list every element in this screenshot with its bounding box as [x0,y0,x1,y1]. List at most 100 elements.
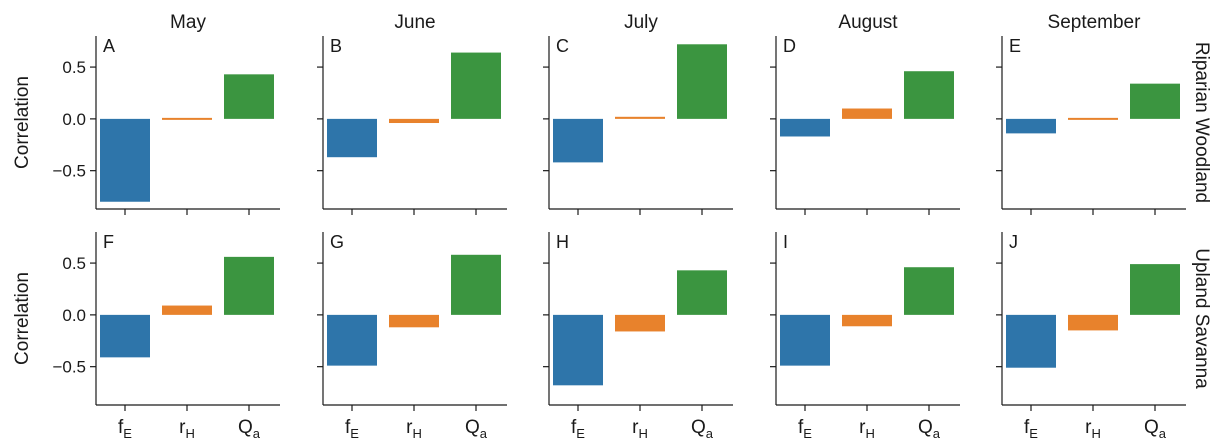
x-tick-label-subscript: a [253,426,261,441]
bar-fE [780,118,830,137]
panel-j: fE rH Qa J [996,232,1186,441]
panel-label: C [556,36,569,56]
x-tick-label-subscript: E [803,426,812,441]
x-tick-label-base: r [179,417,186,438]
x-tick-label-base: f [118,417,124,438]
x-tick-label-subscript: a [480,426,488,441]
x-tick-label: Qa [465,417,488,441]
row-title: Upland Savanna [1191,248,1212,389]
column-title: July [624,12,658,33]
x-tick-label-base: Q [238,417,253,438]
bar-Qa [904,71,954,119]
panel-label: G [330,232,344,252]
x-tick-label: Qa [918,417,941,441]
x-tick-label-base: r [632,417,639,438]
bar-fE [1006,118,1056,134]
panel-label: E [1009,36,1021,56]
bar-Qa [1130,264,1180,315]
bar-Qa [224,256,274,315]
bar-rH [389,314,439,328]
bar-fE [327,314,377,366]
bar-Qa [1130,83,1180,119]
bar-fE [553,118,603,163]
panel-label: J [1009,232,1018,252]
column-title: May [170,12,206,33]
y-axis-label: Correlation [12,76,33,169]
x-tick-label-subscript: a [933,426,941,441]
x-tick-label-subscript: H [638,426,647,441]
x-tick-label-subscript: a [706,426,714,441]
bar-rH [842,314,892,327]
y-tick-label: 0.0 [62,306,86,325]
x-tick-label: rH [632,417,648,441]
x-tick-label-subscript: H [185,426,194,441]
panel-h: fE rH QaH [543,232,733,441]
bar-fE [327,118,377,158]
bar-rH [842,108,892,119]
x-tick-label-base: Q [918,417,933,438]
row-title: Riparian Woodland [1191,42,1212,203]
x-tick-label: rH [1085,417,1101,441]
bar-rH [1068,117,1118,120]
panel-label: A [103,36,115,56]
y-tick-label: 0.0 [62,110,86,129]
panel-d: D [770,36,960,215]
y-tick-label: −0.5 [52,162,86,181]
x-tick-label: rH [859,417,875,441]
x-tick-label-base: f [798,417,804,438]
x-tick-label-base: Q [1144,417,1159,438]
x-tick-label-base: f [571,417,577,438]
panel-c: C [543,36,733,215]
panel-label: F [103,232,114,252]
bar-Qa [904,267,954,315]
x-tick-label: Qa [238,417,261,441]
panel-e: E [996,36,1186,215]
y-tick-label: −0.5 [52,358,86,377]
x-tick-label: fE [798,417,812,441]
x-tick-label-base: f [1024,417,1030,438]
x-tick-label: Qa [1144,417,1167,441]
bar-rH [615,314,665,332]
panel-a: 0.5 0.0 −0.5 A [52,36,280,215]
panel-label: I [783,232,788,252]
x-tick-label-subscript: H [1091,426,1100,441]
y-tick-label: 0.5 [62,254,86,273]
x-tick-label-subscript: H [412,426,421,441]
y-axis-label: Correlation [12,272,33,365]
panel-f: 0.50.0−0.5fE rH QaF [52,232,280,441]
x-tick-label-subscript: E [350,426,359,441]
panel-b: B [317,36,507,215]
x-tick-label-base: r [406,417,413,438]
bar-rH [162,117,212,120]
bar-Qa [677,44,727,119]
x-tick-label-subscript: E [123,426,132,441]
bar-Qa [451,254,501,315]
x-tick-label: rH [406,417,422,441]
panel-label: H [556,232,569,252]
x-tick-label-subscript: a [1159,426,1167,441]
panel-g: fE rH Qa G [317,232,507,441]
x-tick-label-base: r [859,417,866,438]
bar-fE [553,314,603,386]
column-title: June [394,12,435,33]
x-tick-label: fE [571,417,585,441]
column-title: September [1048,12,1142,33]
x-tick-label-base: Q [465,417,480,438]
x-tick-label-subscript: E [576,426,585,441]
bar-rH [389,118,439,124]
panel-label: D [783,36,796,56]
y-tick-label: 0.5 [62,58,86,77]
bar-fE [100,118,150,202]
x-tick-label: fE [1024,417,1038,441]
x-tick-label-base: r [1085,417,1092,438]
bar-Qa [677,270,727,315]
panel-i: fE rH QaI [770,232,960,441]
x-tick-label-base: f [345,417,351,438]
bar-rH [1068,314,1118,331]
column-title: August [838,12,898,33]
bar-fE [780,314,830,366]
x-tick-label: fE [118,417,132,441]
x-tick-label: rH [179,417,195,441]
x-tick-label: Qa [691,417,714,441]
panel-label: B [330,36,342,56]
